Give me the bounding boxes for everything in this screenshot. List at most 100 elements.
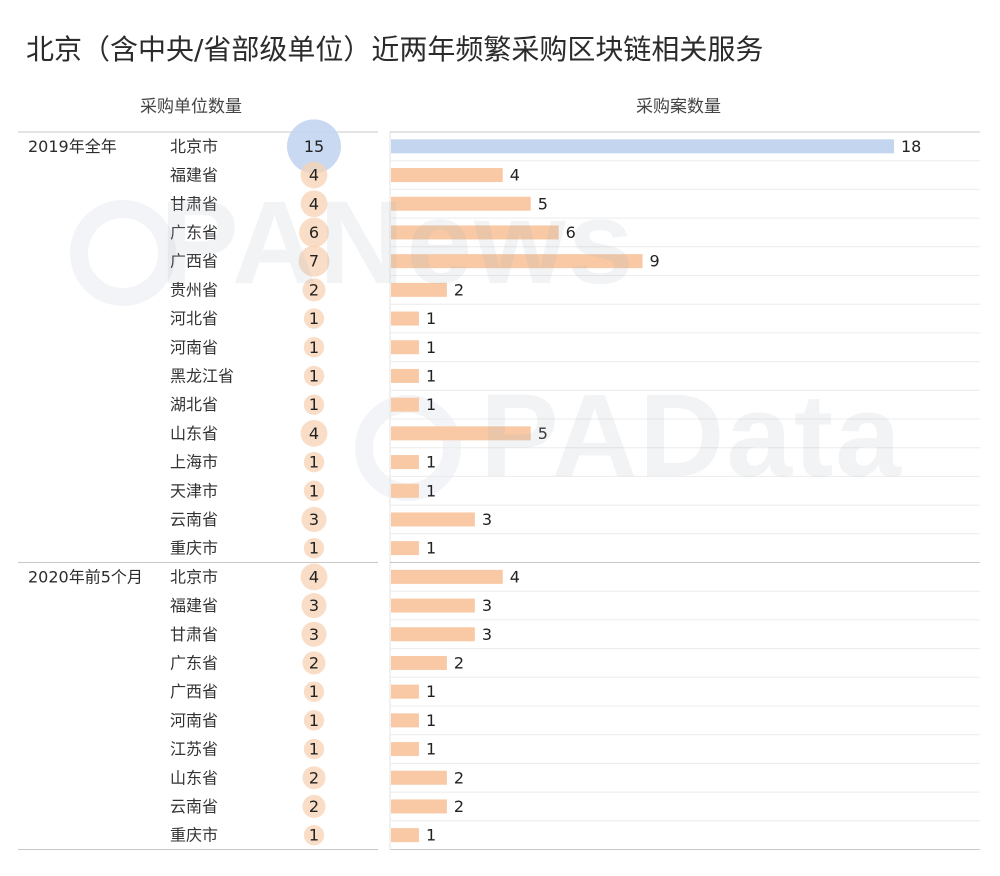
- region-label: 河北省: [170, 309, 218, 328]
- cases-bar: [391, 254, 643, 269]
- cases-value: 18: [901, 137, 921, 156]
- units-value: 1: [309, 366, 319, 385]
- units-value: 3: [309, 596, 319, 615]
- cases-value: 5: [538, 424, 548, 443]
- cases-bar: [391, 684, 419, 699]
- units-bubble: [303, 480, 325, 501]
- units-bubble: [303, 308, 325, 329]
- units-value: 4: [309, 166, 319, 185]
- cases-bar: [391, 770, 447, 785]
- units-bubble: [302, 794, 326, 818]
- region-label: 广西省: [170, 682, 218, 701]
- region-label: 广西省: [170, 252, 218, 271]
- cases-value: 1: [426, 826, 436, 845]
- cases-value: 1: [426, 740, 436, 759]
- units-bubble: [287, 119, 341, 174]
- cases-value: 1: [426, 309, 436, 328]
- region-label: 云南省: [170, 797, 218, 816]
- region-label: 广东省: [170, 653, 218, 672]
- units-bubble: [302, 278, 326, 302]
- units-value: 1: [309, 453, 319, 472]
- chart-title: 北京（含中央/省部级单位）近两年频繁采购区块链相关服务: [26, 33, 764, 66]
- units-bubble: [303, 537, 325, 559]
- cases-value: 1: [426, 338, 436, 357]
- cases-value: 1: [426, 453, 436, 472]
- region-label: 福建省: [170, 166, 218, 185]
- units-value: 2: [309, 280, 319, 299]
- units-value: 1: [309, 740, 319, 759]
- region-label: 河南省: [170, 711, 218, 730]
- units-value: 1: [309, 539, 319, 558]
- cases-bar: [391, 397, 419, 412]
- units-value: 2: [309, 768, 319, 787]
- cases-value: 4: [510, 166, 520, 185]
- cases-value: 3: [482, 596, 492, 615]
- units-value: 4: [309, 567, 319, 586]
- cases-bar: [391, 282, 447, 297]
- cases-bar: [391, 655, 447, 670]
- region-label: 贵州省: [170, 280, 218, 299]
- units-value: 1: [309, 826, 319, 845]
- units-value: 15: [304, 137, 324, 156]
- cases-value: 1: [426, 711, 436, 730]
- cases-bar: [391, 168, 503, 183]
- units-value: 3: [309, 625, 319, 644]
- cases-bar: [391, 455, 419, 470]
- region-label: 江苏省: [170, 740, 218, 759]
- units-bubble: [301, 593, 327, 619]
- region-label: 福建省: [170, 596, 218, 615]
- units-value: 3: [309, 510, 319, 529]
- region-label: 河南省: [170, 338, 218, 357]
- cases-value: 2: [454, 797, 464, 816]
- units-value: 1: [309, 682, 319, 701]
- cases-value: 1: [426, 481, 436, 500]
- region-label: 重庆市: [170, 826, 218, 845]
- cases-value: 1: [426, 395, 436, 414]
- cases-bar: [391, 368, 419, 383]
- cases-column-header: 采购案数量: [636, 97, 721, 117]
- units-column-header: 采购单位数量: [140, 97, 242, 117]
- cases-bar: [391, 799, 447, 814]
- units-bubble: [303, 337, 325, 358]
- units-bubble: [303, 451, 325, 473]
- region-label: 云南省: [170, 510, 218, 529]
- cases-value: 2: [454, 653, 464, 672]
- cases-bar: [391, 541, 419, 556]
- cases-bar: [391, 713, 419, 728]
- cases-bar: [391, 225, 559, 240]
- region-label: 黑龙江省: [170, 366, 234, 385]
- cases-value: 1: [426, 539, 436, 558]
- units-bubble: [300, 563, 328, 591]
- period-label: 2019年全年: [28, 137, 117, 156]
- units-value: 1: [309, 481, 319, 500]
- cases-bar: [391, 426, 531, 441]
- cases-bar: [391, 139, 894, 154]
- cases-bar: [391, 311, 419, 326]
- region-label: 重庆市: [170, 539, 218, 558]
- units-bubble: [301, 621, 327, 647]
- cases-bar: [391, 742, 419, 757]
- units-bubble: [298, 245, 330, 277]
- region-label: 北京市: [170, 567, 218, 586]
- region-label: 甘肃省: [170, 194, 218, 213]
- units-bubble: [303, 824, 325, 846]
- units-value: 4: [309, 194, 319, 213]
- cases-value: 2: [454, 280, 464, 299]
- cases-value: 3: [482, 510, 492, 529]
- units-bubble: [300, 419, 328, 447]
- region-label: 天津市: [170, 481, 218, 500]
- units-value: 2: [309, 653, 319, 672]
- cases-bar: [391, 196, 531, 211]
- cases-value: 9: [650, 252, 660, 271]
- region-label: 广东省: [170, 223, 218, 242]
- period-label: 2020年前5个月: [28, 567, 143, 586]
- cases-value: 6: [566, 223, 576, 242]
- region-label: 山东省: [170, 768, 218, 787]
- cases-bar: [391, 627, 475, 642]
- units-bubble: [302, 766, 326, 790]
- units-value: 1: [309, 338, 319, 357]
- units-bubble: [303, 365, 325, 387]
- units-value: 1: [309, 309, 319, 328]
- units-value: 1: [309, 395, 319, 414]
